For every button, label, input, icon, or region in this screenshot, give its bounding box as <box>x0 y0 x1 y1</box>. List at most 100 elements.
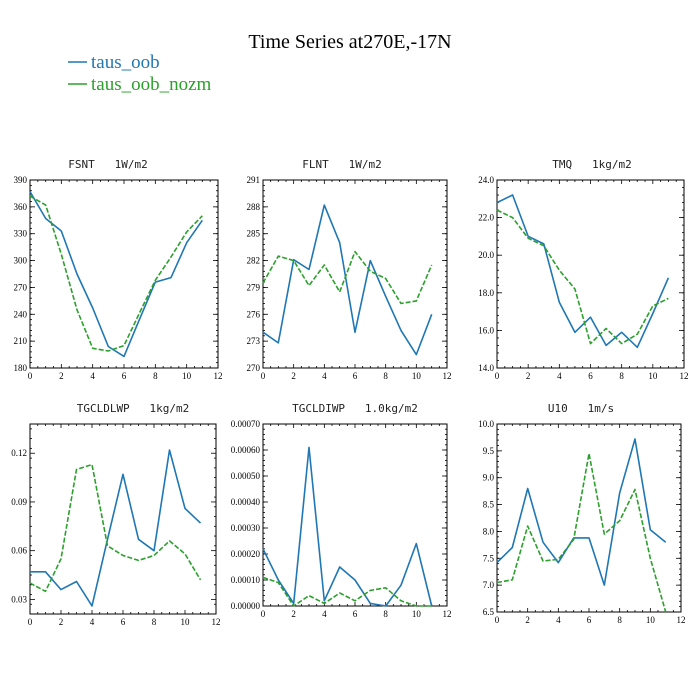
panel-title: TGCLDIWP 1.0kg/m2 <box>292 402 418 415</box>
x-tick-label: 6 <box>122 371 127 381</box>
y-tick-label: 0.00020 <box>231 549 261 559</box>
y-tick-label: 210 <box>14 336 28 346</box>
series-line-taus-oob-nozm <box>262 250 433 305</box>
series-line-taus-oob <box>262 204 433 356</box>
x-tick-label: 6 <box>588 371 593 381</box>
panel-title: U10 1m/s <box>548 402 614 415</box>
plot-frame <box>496 179 685 369</box>
series-line-taus-oob-nozm <box>262 576 432 607</box>
y-tick-label: 240 <box>14 309 28 319</box>
y-tick-label: 0.00030 <box>231 523 261 533</box>
x-tick-label: 12 <box>212 617 221 627</box>
x-tick-label: 12 <box>443 371 452 381</box>
legend-item-taus-oob: taus_oob <box>68 52 160 73</box>
x-tick-label: 12 <box>443 609 452 619</box>
panel-title: TGCLDLWP 1kg/m2 <box>77 402 190 415</box>
x-tick-label: 2 <box>59 617 64 627</box>
y-tick-label: 0.06 <box>11 546 27 556</box>
x-tick-label: 2 <box>291 371 296 381</box>
plot-frame <box>29 179 219 369</box>
panels-group: FSNT 1W/m20 2 4 6 8 10 12180210240270300330360… <box>11 158 688 627</box>
y-tick-label: 10.0 <box>478 419 494 429</box>
panel-4: TGCLDLWP 1kg/m2 0 2 4 6 8 10 12 0.03 0.06 0.09 0.12 <box>11 402 220 627</box>
series-line-taus-oob-nozm <box>29 463 202 593</box>
x-tick-label: 10 <box>412 371 422 381</box>
y-tick-label: 8.5 <box>483 500 495 510</box>
series-line-taus-oob <box>30 449 202 607</box>
x-tick-label: 6 <box>353 371 358 381</box>
panel-6: U10 1m/s 0 2 4 6 8 10 12 6.5 7.0 7.5 8.0 8.5 9.0 9.5 10… <box>478 402 685 625</box>
x-tick-label: 4 <box>557 371 562 381</box>
x-tick-label: 12 <box>680 371 689 381</box>
x-tick-label: 8 <box>383 371 388 381</box>
series-line-taus-oob-nozm <box>496 209 669 345</box>
y-tick-label: 330 <box>14 229 28 239</box>
x-tick-label: 0 <box>28 617 33 627</box>
series-line-taus-oob <box>262 446 433 607</box>
x-tick-label: 4 <box>90 617 95 627</box>
x-tick-label: 0 <box>261 371 266 381</box>
y-tick-label: 279 <box>247 282 261 292</box>
y-tick-label: 0.00000 <box>231 601 261 611</box>
panel-3: TMQ 1kg/m2 0 2 4 6 8 10 12 14.0 16.0 18.0 20.0 22.0 2… <box>478 158 688 381</box>
y-tick-label: 16.0 <box>478 325 494 335</box>
x-tick-label: 2 <box>525 615 530 625</box>
x-tick-label: 8 <box>383 609 388 619</box>
y-tick-label: 0.03 <box>11 594 27 604</box>
y-tick-label: 0.00050 <box>231 471 261 481</box>
y-tick-label: 300 <box>14 256 28 266</box>
panel-title: TMQ 1kg/m2 <box>552 158 631 171</box>
y-tick-label: 0.00010 <box>231 575 261 585</box>
y-tick-label: 8.0 <box>483 526 495 536</box>
x-tick-label: 0 <box>28 371 33 381</box>
panel-1: FSNT 1W/m2 0 2 4 6 8 10 12 180 210 240 270 300 330 360… <box>14 158 223 381</box>
x-tick-label: 8 <box>153 371 158 381</box>
series-line-taus-oob <box>29 191 203 358</box>
panel-title: FSNT 1W/m2 <box>68 158 147 171</box>
y-tick-label: 282 <box>247 256 261 266</box>
y-tick-label: 180 <box>14 363 28 373</box>
panel-5: TGCLDIWP 1.0kg/m2 0 2 4 6 8 10 12 0.00000 0.00010… <box>231 402 452 619</box>
x-tick-label: 10 <box>182 371 192 381</box>
y-tick-label: 0.12 <box>11 448 27 458</box>
x-tick-label: 6 <box>353 609 358 619</box>
y-tick-label: 7.0 <box>483 580 495 590</box>
y-tick-label: 20.0 <box>478 250 494 260</box>
plot-frame <box>496 423 682 613</box>
x-tick-label: 6 <box>121 617 126 627</box>
y-tick-label: 9.0 <box>483 473 495 483</box>
x-tick-label: 8 <box>619 371 624 381</box>
series-line-taus-oob <box>496 438 667 586</box>
panel-title: FLNT 1W/m2 <box>302 158 381 171</box>
x-tick-label: 12 <box>214 371 223 381</box>
legend-label-taus-oob: taus_oob <box>91 52 160 73</box>
y-tick-label: 288 <box>247 202 261 212</box>
y-tick-label: 273 <box>247 336 261 346</box>
x-tick-label: 2 <box>526 371 531 381</box>
y-tick-label: 360 <box>14 202 28 212</box>
x-tick-label: 4 <box>90 371 95 381</box>
x-tick-label: 0 <box>261 609 266 619</box>
x-tick-label: 10 <box>412 609 422 619</box>
y-tick-label: 9.5 <box>483 446 495 456</box>
y-tick-label: 291 <box>247 175 261 185</box>
y-tick-label: 6.5 <box>483 607 495 617</box>
x-tick-label: 4 <box>322 371 327 381</box>
x-tick-label: 8 <box>617 615 622 625</box>
y-tick-label: 276 <box>247 309 261 319</box>
y-tick-label: 270 <box>247 363 261 373</box>
y-tick-label: 24.0 <box>478 175 494 185</box>
y-tick-label: 0.00060 <box>231 445 261 455</box>
x-tick-label: 0 <box>495 371 500 381</box>
y-tick-label: 18.0 <box>478 288 494 298</box>
x-tick-label: 10 <box>646 615 656 625</box>
x-tick-label: 8 <box>152 617 157 627</box>
legend-item-taus-oob-nozm: taus_oob_nozm <box>68 74 212 95</box>
y-tick-label: 0.00040 <box>231 497 261 507</box>
x-tick-label: 10 <box>181 617 191 627</box>
x-tick-label: 6 <box>587 615 592 625</box>
y-tick-label: 0.09 <box>11 497 27 507</box>
legend: taus_oob taus_oob_nozm <box>68 52 212 95</box>
y-tick-label: 22.0 <box>478 213 494 223</box>
panel-2: FLNT 1W/m2 0 2 4 6 8 10 12 270 273 276 279 282 285 288… <box>247 158 452 381</box>
